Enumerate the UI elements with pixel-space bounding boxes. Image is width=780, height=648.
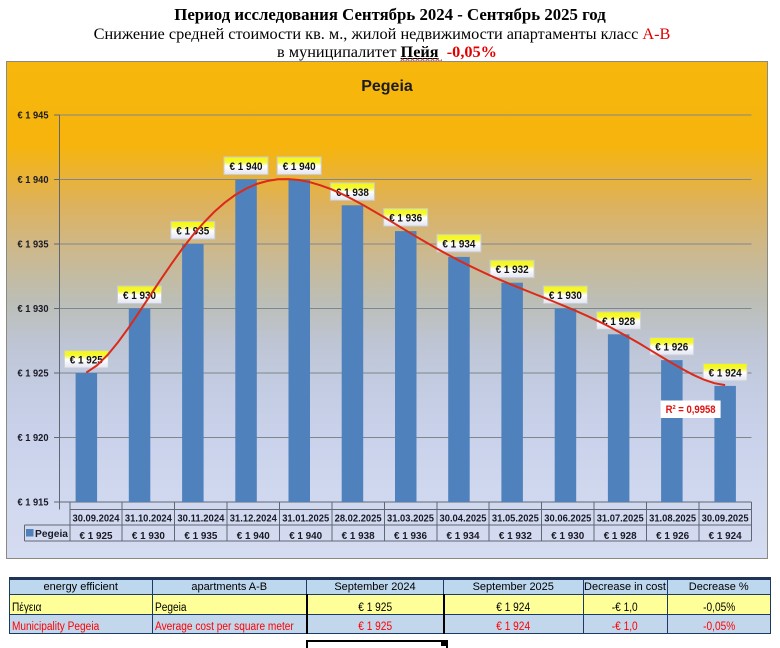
svg-text:€ 1 940: € 1 940 — [283, 161, 316, 173]
svg-text:31.05.2025: 31.05.2025 — [492, 514, 539, 525]
svg-text:Pegeia: Pegeia — [35, 528, 68, 540]
svg-text:€ 1 940: € 1 940 — [18, 174, 49, 186]
svg-text:30.09.2025: 30.09.2025 — [702, 514, 749, 525]
svg-text:€ 1 940: € 1 940 — [230, 161, 263, 173]
svg-text:€ 1 928: € 1 928 — [604, 530, 637, 542]
svg-text:€ 1 928: € 1 928 — [602, 316, 635, 328]
svg-text:€ 1 924: € 1 924 — [709, 530, 742, 542]
svg-text:28.02.2025: 28.02.2025 — [335, 514, 382, 525]
svg-text:€ 1 938: € 1 938 — [342, 530, 375, 542]
svg-text:€ 1 920: € 1 920 — [18, 432, 49, 444]
svg-text:€ 1 936: € 1 936 — [389, 213, 422, 225]
svg-text:€ 1 936: € 1 936 — [394, 530, 427, 542]
svg-text:€ 1 940: € 1 940 — [237, 530, 270, 542]
svg-text:€ 1 945: € 1 945 — [18, 110, 49, 122]
svg-text:30.06.2025: 30.06.2025 — [544, 514, 591, 525]
svg-text:€ 1 915: € 1 915 — [18, 497, 49, 509]
svg-text:€ 1 935: € 1 935 — [184, 530, 217, 542]
svg-text:31.07.2025: 31.07.2025 — [597, 514, 644, 525]
svg-text:31.08.2025: 31.08.2025 — [649, 514, 696, 525]
svg-text:€ 1 935: € 1 935 — [18, 239, 49, 251]
svg-text:31.03.2025: 31.03.2025 — [387, 514, 434, 525]
svg-text:€ 1 926: € 1 926 — [655, 342, 688, 354]
svg-text:€ 1 940: € 1 940 — [289, 530, 322, 542]
svg-text:31.01.2025: 31.01.2025 — [282, 514, 329, 525]
svg-text:€ 1 925: € 1 925 — [80, 530, 113, 542]
svg-text:€ 1 934: € 1 934 — [442, 238, 476, 250]
svg-text:€ 1 935: € 1 935 — [176, 226, 209, 238]
svg-text:€ 1 932: € 1 932 — [496, 264, 529, 276]
svg-text:€ 1 930: € 1 930 — [549, 290, 582, 302]
svg-text:31.10.2024: 31.10.2024 — [125, 514, 172, 525]
svg-text:R² = 0,9958: R² = 0,9958 — [666, 404, 716, 416]
svg-text:€ 1 930: € 1 930 — [123, 290, 156, 302]
svg-text:€ 1 930: € 1 930 — [551, 530, 584, 542]
svg-text:€ 1 925: € 1 925 — [70, 355, 103, 367]
svg-text:€ 1 925: € 1 925 — [18, 368, 49, 380]
svg-text:€ 1 926: € 1 926 — [656, 530, 689, 542]
svg-text:30.04.2025: 30.04.2025 — [440, 514, 487, 525]
svg-text:€ 1 934: € 1 934 — [447, 530, 480, 542]
svg-text:€ 1 932: € 1 932 — [499, 530, 532, 542]
svg-text:€ 1 930: € 1 930 — [18, 303, 49, 315]
svg-text:30.11.2024: 30.11.2024 — [177, 514, 224, 525]
svg-text:€ 1 924: € 1 924 — [709, 367, 743, 379]
svg-text:€ 1 930: € 1 930 — [132, 530, 165, 542]
svg-text:31.12.2024: 31.12.2024 — [230, 514, 277, 525]
svg-text:30.09.2024: 30.09.2024 — [73, 514, 120, 525]
